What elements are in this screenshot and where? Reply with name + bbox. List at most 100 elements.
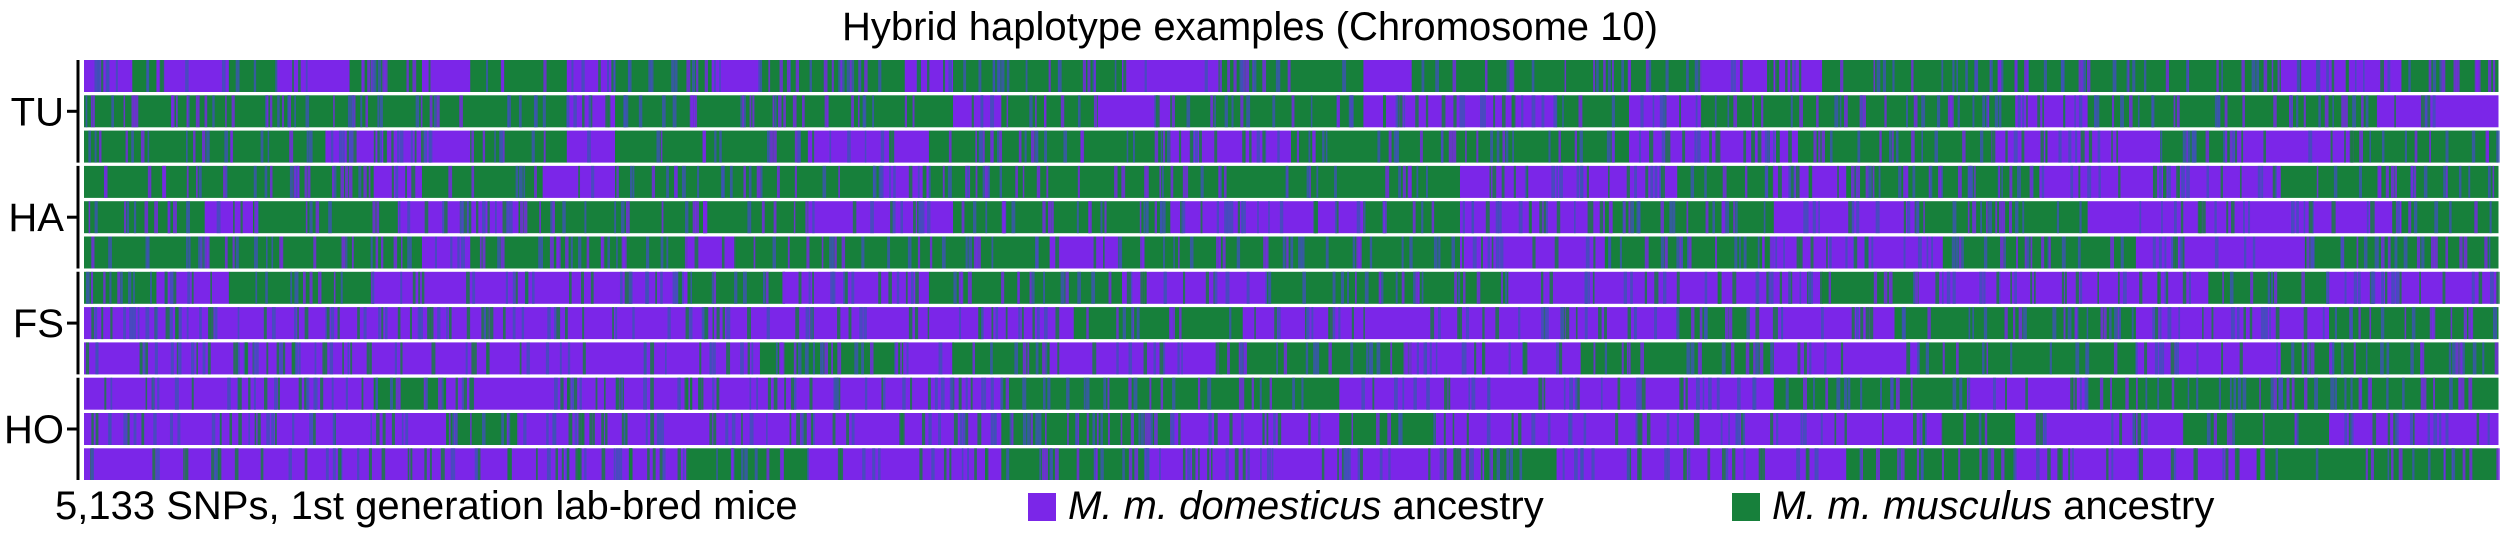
snp-stripe (1133, 130, 1135, 163)
snp-stripe (567, 377, 571, 410)
snp-stripe (891, 201, 896, 234)
snp-stripe (861, 342, 864, 375)
snp-stripe (2043, 413, 2047, 445)
snp-stripe (645, 413, 648, 445)
snp-stripe (1796, 236, 1801, 269)
snp-stripe (288, 95, 291, 128)
ancestry-block (615, 130, 809, 163)
snp-stripe (1160, 377, 1164, 410)
snp-stripe (346, 130, 350, 163)
snp-stripe (547, 307, 551, 340)
snp-stripe (1669, 201, 1673, 234)
snp-stripe (1844, 413, 1847, 445)
snp-stripe (2060, 60, 2064, 92)
snp-stripe (352, 95, 355, 128)
snp-stripe (1252, 60, 1257, 92)
snp-stripe (120, 271, 123, 304)
snp-stripe (742, 95, 744, 128)
snp-stripe (772, 95, 775, 128)
snp-stripe (1341, 448, 1345, 480)
snp-stripe (1229, 413, 1233, 445)
snp-stripe (830, 271, 835, 304)
ancestry-block (1073, 307, 1244, 340)
snp-stripe (2340, 342, 2344, 375)
snp-stripe (2178, 307, 2181, 340)
snp-stripe (325, 307, 327, 340)
snp-stripe (1728, 413, 1730, 445)
snp-stripe (1519, 448, 1523, 480)
snp-stripe (1482, 342, 1486, 375)
snp-stripe (2243, 236, 2247, 269)
snp-stripe (1600, 377, 1603, 410)
snp-stripe (236, 377, 239, 410)
snp-stripe (1916, 342, 1920, 375)
snp-stripe (1462, 236, 1464, 269)
snp-stripe (1859, 448, 1862, 480)
snp-stripe (2079, 377, 2082, 410)
snp-stripe (2009, 165, 2013, 198)
snp-stripe (1122, 448, 1125, 480)
snp-stripe (662, 95, 666, 128)
snp-stripe (110, 307, 113, 340)
ancestry-block (1942, 236, 2137, 269)
snp-stripe (2097, 130, 2101, 163)
snp-stripe (1044, 448, 1048, 480)
snp-stripe (1767, 60, 1771, 92)
snp-stripe (625, 413, 628, 445)
snp-stripe (1650, 130, 1654, 163)
snp-stripe (917, 60, 921, 92)
snp-stripe (821, 236, 824, 269)
snp-stripe (1161, 165, 1164, 198)
snp-stripe (340, 165, 345, 198)
snp-stripe (406, 60, 409, 92)
snp-stripe (965, 413, 969, 445)
snp-stripe (430, 307, 434, 340)
snp-stripe (264, 377, 268, 410)
snp-stripe (328, 201, 332, 234)
snp-stripe (1100, 201, 1103, 234)
snp-stripe (773, 377, 778, 410)
snp-stripe (1972, 307, 1975, 340)
ancestry-block (1846, 448, 2016, 480)
snp-stripe (1337, 448, 1339, 480)
snp-stripe (719, 130, 722, 163)
snp-stripe (1238, 377, 1241, 410)
snp-stripe (1132, 307, 1135, 340)
snp-stripe (381, 307, 384, 340)
snp-stripe (289, 130, 294, 163)
snp-stripe (1022, 413, 1027, 445)
snp-stripe (2303, 307, 2308, 340)
snp-stripe (438, 377, 442, 410)
snp-stripe (123, 307, 127, 340)
snp-stripe (2398, 448, 2403, 480)
snp-stripe (1149, 377, 1152, 410)
snp-stripe (982, 165, 987, 198)
snp-stripe (378, 307, 381, 340)
snp-stripe (1524, 342, 1528, 375)
snp-stripe (889, 165, 891, 198)
snp-stripe (237, 307, 240, 340)
snp-stripe (978, 307, 981, 340)
snp-stripe (696, 60, 699, 92)
snp-stripe (1991, 130, 1996, 163)
snp-stripe (1241, 201, 1246, 234)
ancestry-block (421, 165, 544, 198)
snp-stripe (1829, 130, 1833, 163)
snp-stripe (2041, 236, 2045, 269)
snp-stripe (1712, 201, 1715, 234)
snp-stripe (1146, 413, 1151, 445)
snp-stripe (377, 130, 380, 163)
snp-stripe (1810, 236, 1814, 269)
snp-stripe (1813, 130, 1817, 163)
snp-stripe (1664, 236, 1668, 269)
snp-stripe (1575, 307, 1578, 340)
snp-stripe (851, 413, 855, 445)
ancestry-block (1773, 377, 1968, 410)
snp-stripe (2260, 307, 2265, 340)
snp-stripe (726, 307, 731, 340)
snp-stripe (1952, 60, 1955, 92)
snp-stripe (1644, 271, 1648, 304)
snp-stripe (1793, 60, 1796, 92)
snp-stripe (291, 342, 296, 375)
snp-stripe (2439, 413, 2442, 445)
